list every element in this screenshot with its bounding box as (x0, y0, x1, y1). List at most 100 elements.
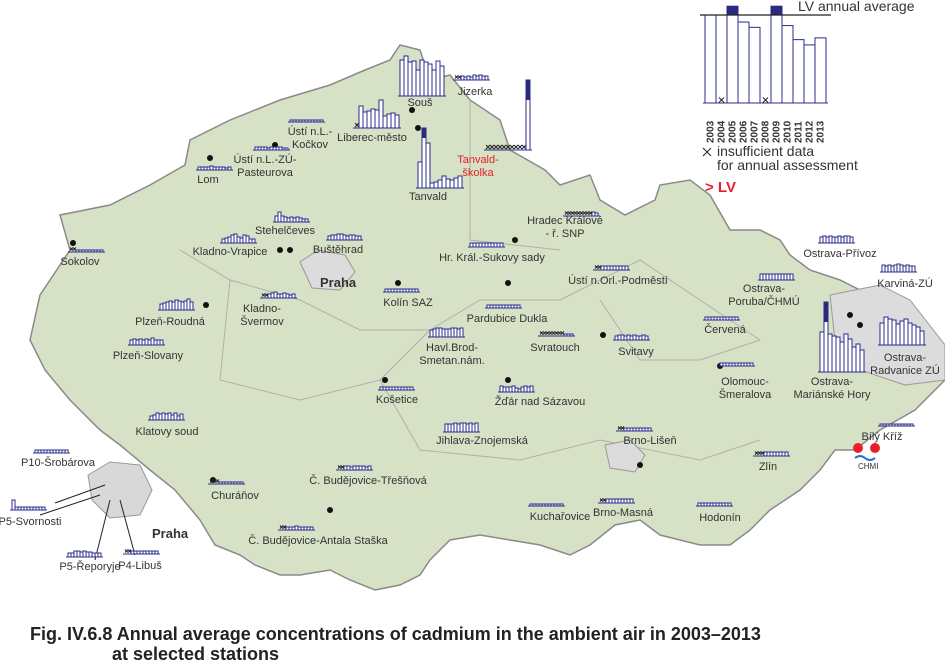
bar (179, 413, 184, 421)
station-label: Karviná-ZÚ (877, 277, 933, 290)
station-label: Ostrava- (811, 376, 854, 388)
bar (474, 422, 479, 433)
no-data (542, 331, 547, 335)
station-label: Svitavy (618, 346, 654, 358)
no-data (501, 144, 507, 150)
bar (849, 236, 854, 244)
no-data (517, 144, 523, 150)
bar (748, 26, 761, 104)
bar (251, 238, 256, 244)
bar (839, 341, 845, 373)
station-label: Poruba/ČHMÚ (728, 295, 800, 308)
city-label: Praha (320, 275, 357, 290)
no-data (521, 144, 527, 150)
station-label: Pardubice Dukla (467, 313, 549, 325)
bar (499, 242, 504, 248)
bar (629, 498, 634, 504)
bar (386, 113, 392, 129)
station-label: Brno-Masná (593, 507, 654, 519)
no-data (564, 211, 569, 215)
bar (843, 333, 849, 373)
bar (814, 37, 827, 104)
station-label: Churáňov (211, 490, 259, 502)
no-data (337, 465, 342, 469)
country-outline (29, 44, 945, 591)
station-label: Sokolov (60, 256, 100, 268)
no-data (261, 293, 266, 297)
bar (449, 179, 455, 189)
bar (887, 318, 893, 346)
bar-exceedance (824, 302, 828, 322)
station-label: Švermov (240, 315, 284, 328)
bar (429, 182, 435, 189)
no-data (573, 211, 578, 215)
station-label: Ostrava-Přívoz (803, 248, 876, 260)
no-data (509, 144, 515, 150)
bar-exceedance (727, 6, 738, 15)
bar (435, 60, 441, 97)
station-label: Šmeralova (719, 388, 772, 401)
bar (831, 335, 837, 373)
station-label: Jizerka (458, 86, 494, 98)
bar (378, 99, 384, 129)
no-data (489, 144, 495, 150)
year-label: 2005 (728, 120, 739, 143)
no-data (585, 211, 590, 215)
station-label: Tanvald (409, 191, 447, 203)
station-label: Buštěhrad (313, 244, 363, 256)
station-label: Mariánské Hory (793, 389, 871, 401)
bar (453, 177, 459, 189)
station-label: Ústí n.Orl.-Podměstí (568, 274, 668, 287)
station-label: Červená (704, 323, 746, 336)
station-label: Ostrava- (743, 283, 786, 295)
station-label: - ř. SNP (545, 228, 584, 240)
bar (419, 59, 425, 97)
bar (847, 338, 853, 373)
station-label: Jihlava-Znojemská (436, 435, 529, 447)
bar (403, 55, 409, 97)
no-data (576, 211, 581, 215)
station-label: Souš (407, 97, 433, 109)
year-label: 2006 (739, 120, 750, 143)
station-label: P4-Libuš (118, 560, 162, 572)
bar (423, 61, 429, 97)
bar (879, 322, 885, 346)
bar (781, 25, 794, 104)
bar (189, 301, 194, 311)
bar (851, 346, 857, 373)
year-label: 2010 (783, 120, 794, 143)
praha-inset (87, 461, 153, 519)
station-label: Kuchařovice (530, 511, 591, 523)
station-label: Ústí n.L.-ZÚ- (234, 153, 297, 166)
bar (367, 465, 372, 471)
legend-exceed: > LV (705, 179, 736, 196)
bar (624, 265, 629, 271)
bar (859, 349, 865, 373)
bar (644, 335, 649, 341)
station-label: Olomouc- (721, 376, 769, 388)
station-dots (70, 107, 863, 513)
station-label: Tanvald- (457, 154, 499, 166)
no-data (454, 75, 459, 79)
no-data (718, 97, 725, 103)
bar (770, 5, 783, 104)
bar (433, 181, 439, 189)
logo-text: CHMI (858, 462, 878, 471)
station-label: Radvanice ZÚ (870, 364, 940, 377)
year-label: 2013 (816, 120, 827, 143)
bar (819, 331, 825, 373)
bar (789, 273, 794, 281)
year-label: 2011 (794, 121, 805, 143)
bar (911, 265, 916, 273)
year-label: 2012 (805, 120, 816, 143)
station-label: Havl.Brod- (426, 342, 478, 354)
no-data (702, 147, 712, 157)
bar (358, 105, 364, 129)
station-label: Č. Budějovice-Třešňová (309, 474, 427, 487)
bar (425, 142, 431, 189)
bar (792, 39, 805, 104)
no-data (497, 144, 503, 150)
station-label: Plzeň-Roudná (135, 316, 206, 328)
station-label: Stehelčeves (255, 225, 315, 237)
